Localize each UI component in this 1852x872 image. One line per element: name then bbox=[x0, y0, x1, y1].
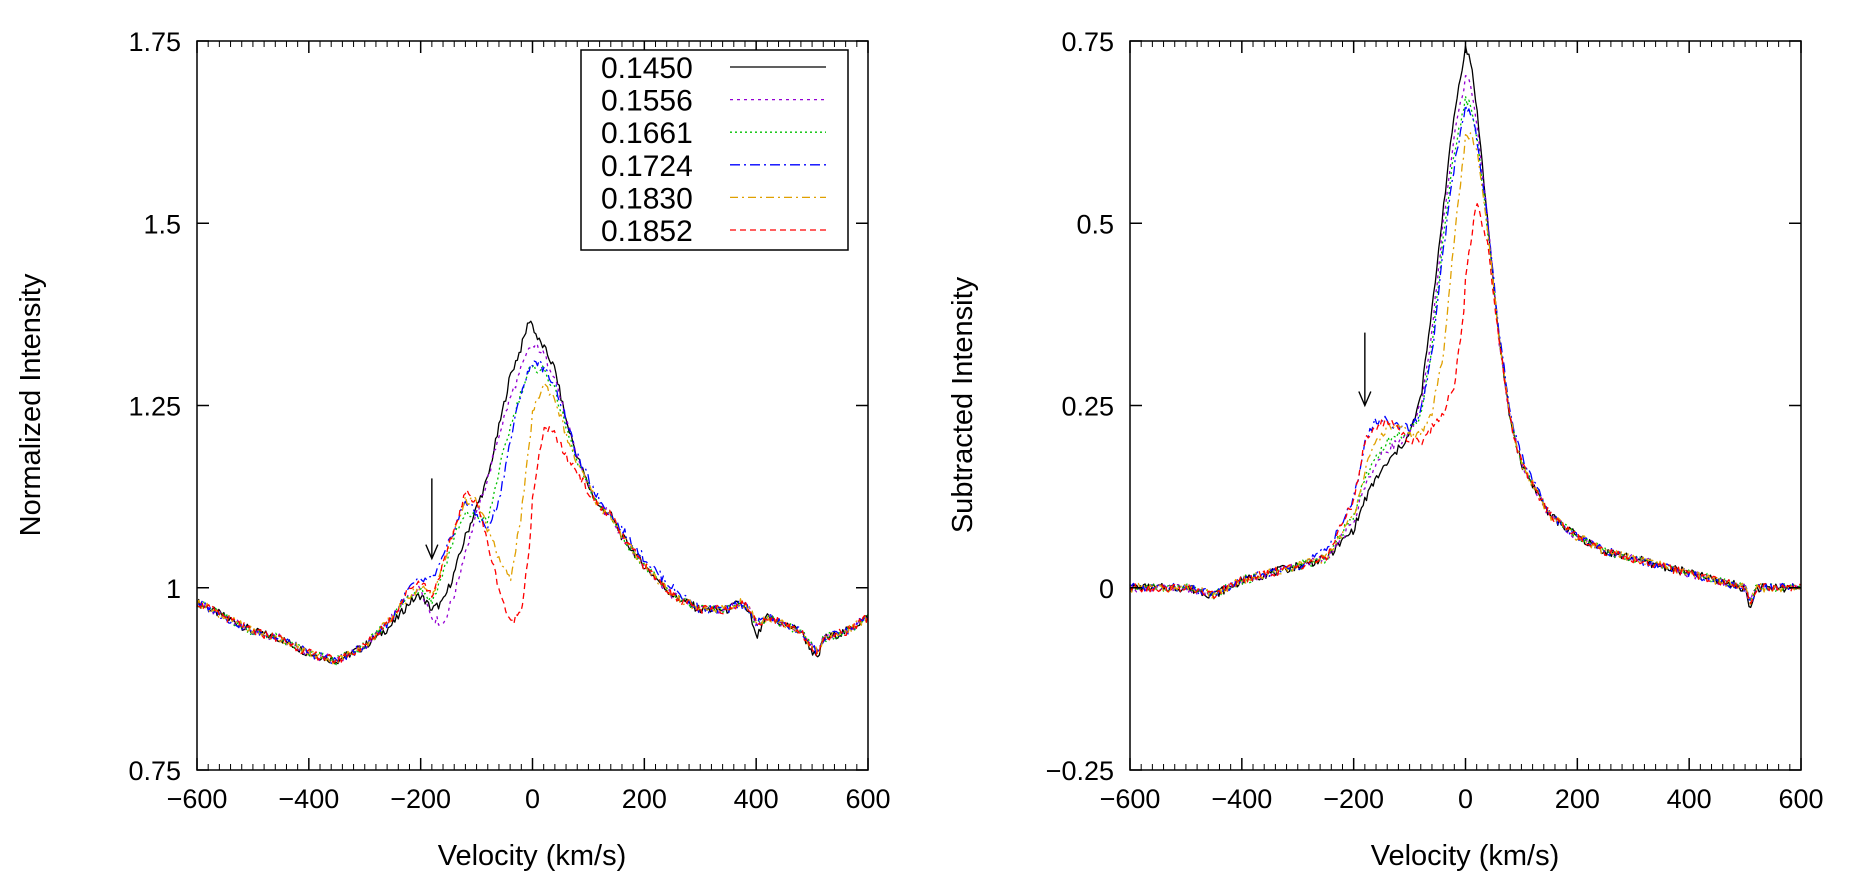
left-series-line-0.1830 bbox=[196, 382, 869, 665]
legend-label-0.1830: 0.1830 bbox=[601, 182, 693, 215]
right-series-line-0.1556 bbox=[1129, 75, 1802, 602]
legend-label-0.1450: 0.1450 bbox=[601, 52, 693, 85]
right-y-tick-label: 0.75 bbox=[1061, 27, 1114, 57]
right-x-tick-label: 200 bbox=[1555, 784, 1600, 814]
left-y-tick-label: 1 bbox=[166, 574, 181, 604]
right-y-tick-label: 0.25 bbox=[1061, 392, 1114, 422]
legend-label-0.1556: 0.1556 bbox=[601, 85, 693, 118]
right-series-line-0.1661 bbox=[1129, 95, 1802, 601]
right-x-tick-label: −400 bbox=[1211, 784, 1272, 814]
left-series-line-0.1450 bbox=[196, 320, 869, 665]
left-tick-marks bbox=[196, 40, 869, 771]
left-series-line-0.1724 bbox=[196, 359, 869, 665]
right-y-tick-label: 0 bbox=[1099, 574, 1114, 604]
legend-label-0.1724: 0.1724 bbox=[601, 150, 693, 183]
right-series-line-0.1830 bbox=[1129, 132, 1802, 606]
right-arrow-head bbox=[1358, 391, 1372, 408]
right-arrow-annotation bbox=[1358, 332, 1372, 408]
right-series-layer bbox=[1129, 45, 1802, 609]
left-series-line-0.1556 bbox=[196, 342, 869, 664]
right-y-tick-label: 0.5 bbox=[1076, 209, 1114, 239]
left-x-tick-label: −400 bbox=[278, 784, 339, 814]
left-x-tick-label: −200 bbox=[390, 784, 451, 814]
right-plot-frame bbox=[1129, 40, 1802, 771]
right-x-tick-label: 400 bbox=[1667, 784, 1712, 814]
right-panel-subtracted-intensity: −600 −400 −200 0 200 400 600 −0.25 0 0.25 0.5 0.75… bbox=[947, 27, 1824, 872]
left-panel-normalized-intensity: −600 −400 −200 0 200 400 600 0.7511.251.51.75 … bbox=[15, 27, 891, 872]
right-x-tick-label: 0 bbox=[1458, 784, 1473, 814]
left-series-line-0.1661 bbox=[196, 364, 869, 666]
left-y-tick-labels: 0.75 1 1.25 1.5 1.75 bbox=[128, 27, 181, 786]
legend-label-0.1852: 0.1852 bbox=[601, 215, 693, 248]
right-x-tick-label: −600 bbox=[1100, 784, 1161, 814]
left-arrow-annotation bbox=[425, 478, 439, 561]
right-x-tick-labels: −600 −400 −200 0 200 400 600 bbox=[1100, 784, 1824, 814]
right-y-axis-label: Subtracted Intensity bbox=[947, 276, 979, 533]
left-series-layer bbox=[196, 320, 869, 666]
left-y-tick-label: 1.25 bbox=[128, 392, 181, 422]
right-series-line-0.1450 bbox=[1129, 45, 1802, 609]
right-x-axis-label: Velocity (km/s) bbox=[1371, 840, 1560, 872]
left-arrow-head bbox=[425, 544, 439, 561]
left-x-tick-label: 400 bbox=[734, 784, 779, 814]
right-x-tick-label: 600 bbox=[1778, 784, 1823, 814]
right-series-line-0.1724 bbox=[1129, 104, 1802, 603]
left-x-tick-label: 600 bbox=[845, 784, 890, 814]
right-y-tick-labels: −0.25 0 0.25 0.5 0.75 bbox=[1046, 27, 1114, 786]
legend-label-0.1661: 0.1661 bbox=[601, 117, 693, 150]
left-y-axis-label: Normalized Intensity bbox=[15, 273, 47, 536]
right-tick-marks bbox=[1129, 40, 1802, 771]
left-series-line-0.1852 bbox=[197, 426, 869, 664]
left-x-axis-label: Velocity (km/s) bbox=[438, 840, 627, 872]
left-x-tick-label: −600 bbox=[167, 784, 228, 814]
left-x-tick-label: 0 bbox=[525, 784, 540, 814]
left-x-tick-label: 200 bbox=[622, 784, 667, 814]
right-x-tick-label: −200 bbox=[1323, 784, 1384, 814]
right-series-line-0.1852 bbox=[1129, 203, 1802, 604]
right-y-tick-label: −0.25 bbox=[1046, 756, 1114, 786]
left-y-tick-label: 0.75 bbox=[128, 756, 181, 786]
left-y-tick-label: 1.5 bbox=[143, 209, 181, 239]
legend-box bbox=[580, 49, 849, 251]
left-y-tick-label: 1.75 bbox=[128, 27, 181, 57]
left-x-tick-labels: −600 −400 −200 0 200 400 600 bbox=[167, 784, 891, 814]
